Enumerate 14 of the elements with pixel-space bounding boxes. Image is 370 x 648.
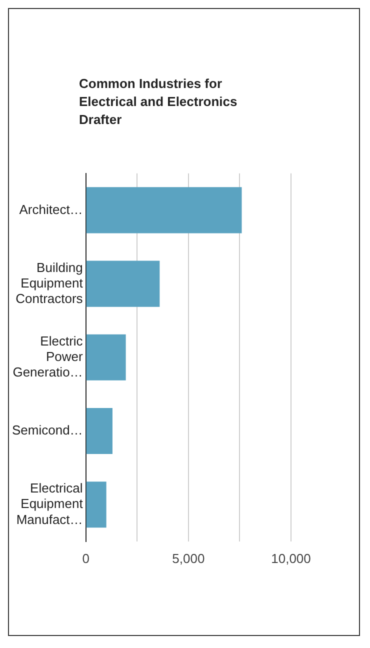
bar	[86, 408, 112, 454]
x-tick-label: 10,000	[271, 550, 311, 566]
chart-title: Common Industries for Electrical and Electronics Drafter	[79, 75, 238, 129]
bar	[86, 334, 126, 380]
bar	[86, 187, 242, 234]
bar	[86, 260, 160, 307]
y-tick-label: Semicond…	[12, 422, 83, 438]
x-tick-label: 0	[82, 550, 90, 566]
x-tick-label: 5,000	[172, 550, 205, 566]
bar	[86, 482, 106, 528]
y-tick-label: Building Equipment Contractors	[16, 260, 84, 306]
y-tick-label: Architect…	[19, 202, 83, 217]
y-tick-label: Electrical Equipment Manufact…	[16, 480, 84, 527]
y-tick-label: Electric Power Generatio…	[12, 333, 84, 380]
